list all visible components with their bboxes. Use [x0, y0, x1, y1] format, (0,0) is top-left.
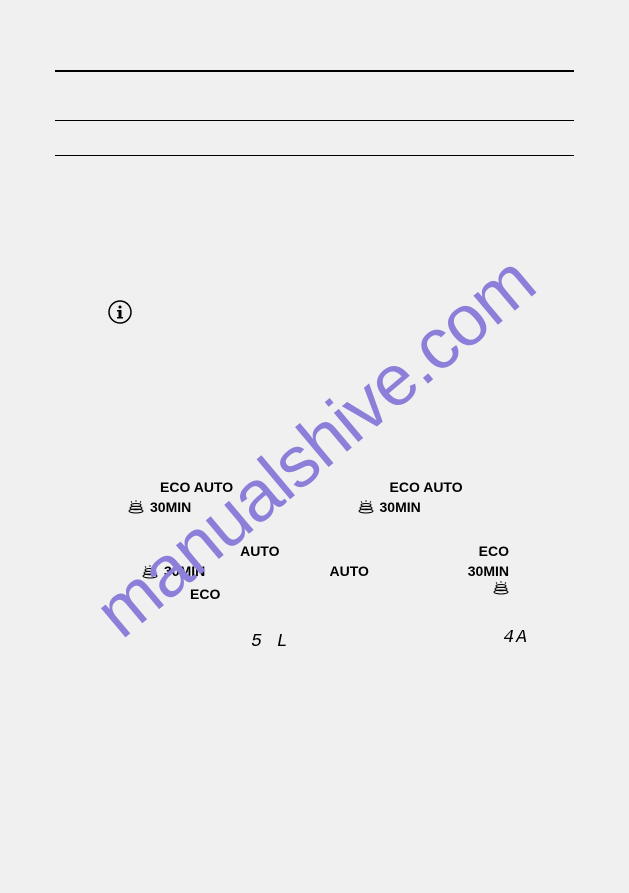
left-column: ECO AUTO	[100, 478, 300, 655]
dish-stack-icon	[142, 565, 158, 579]
info-icon	[108, 300, 132, 324]
dish-stack-icon	[493, 581, 509, 595]
display-block: ECO AUTO	[100, 478, 300, 517]
content-area: ECO AUTO	[100, 478, 529, 655]
duration-label: 30MIN	[468, 562, 509, 582]
page-container: ECO AUTO	[0, 0, 629, 893]
mode-label: ECO	[479, 543, 509, 559]
duration-label: 30MIN	[164, 562, 205, 582]
segment-display: 5 L	[251, 632, 289, 652]
dish-stack-icon	[358, 500, 374, 514]
dish-stack-icon	[128, 500, 144, 514]
two-column-layout: ECO AUTO	[100, 478, 529, 655]
mode-label: ECO AUTO	[390, 479, 463, 495]
display-block: ECO AUTO	[330, 478, 530, 517]
mode-label: AUTO	[240, 543, 279, 559]
display-block: AUTO 30M	[100, 542, 300, 605]
duration-label: 30MIN	[150, 498, 191, 518]
mode-label: ECO AUTO	[160, 479, 233, 495]
mode-label: ECO	[190, 586, 220, 602]
segment-display: 4A	[503, 628, 529, 648]
duration-label: 30MIN	[380, 498, 421, 518]
table-row	[55, 120, 574, 156]
table-header-row	[55, 70, 574, 120]
right-column: ECO AUTO	[330, 478, 530, 655]
mode-label: AUTO	[330, 562, 369, 582]
display-block: ECO AUTO 30MIN	[330, 542, 530, 601]
